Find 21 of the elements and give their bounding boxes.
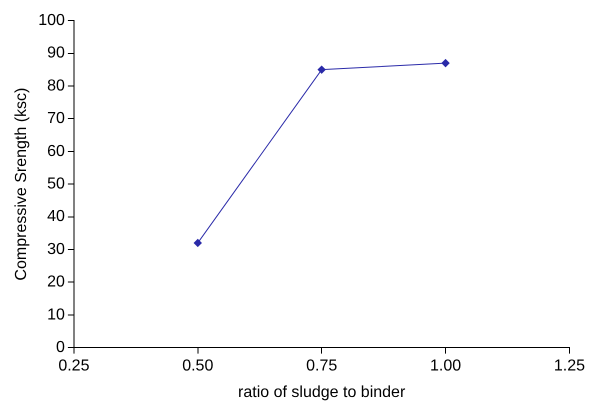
y-tick-label: 70 — [47, 110, 65, 128]
x-tick-label: 1.00 — [430, 358, 462, 375]
y-axis-title: Compressive Srength (ksc) — [13, 88, 30, 281]
x-axis-title: ratio of sludge to binder — [238, 384, 406, 401]
y-tick-label: 50 — [47, 176, 65, 193]
y-tick-label: 30 — [47, 240, 65, 258]
x-tick-label: 0.75 — [306, 358, 338, 375]
y-tick-label: 0 — [56, 339, 65, 356]
point — [318, 66, 326, 74]
y-tick-label: 90 — [47, 44, 65, 62]
point — [442, 59, 450, 68]
y-tick-label: 60 — [47, 142, 65, 160]
y-tick-label: 100 — [38, 12, 65, 30]
x-tick-label: 0.25 — [58, 358, 90, 375]
y-tick-label: 10 — [47, 306, 65, 324]
x-tick-label: 0.50 — [182, 358, 214, 375]
x-tick-label: 1.25 — [554, 358, 586, 375]
y-tick-label: 80 — [47, 77, 65, 94]
y-tick-label: 40 — [47, 208, 65, 226]
y-tick-label: 20 — [47, 274, 65, 291]
point — [194, 238, 202, 247]
